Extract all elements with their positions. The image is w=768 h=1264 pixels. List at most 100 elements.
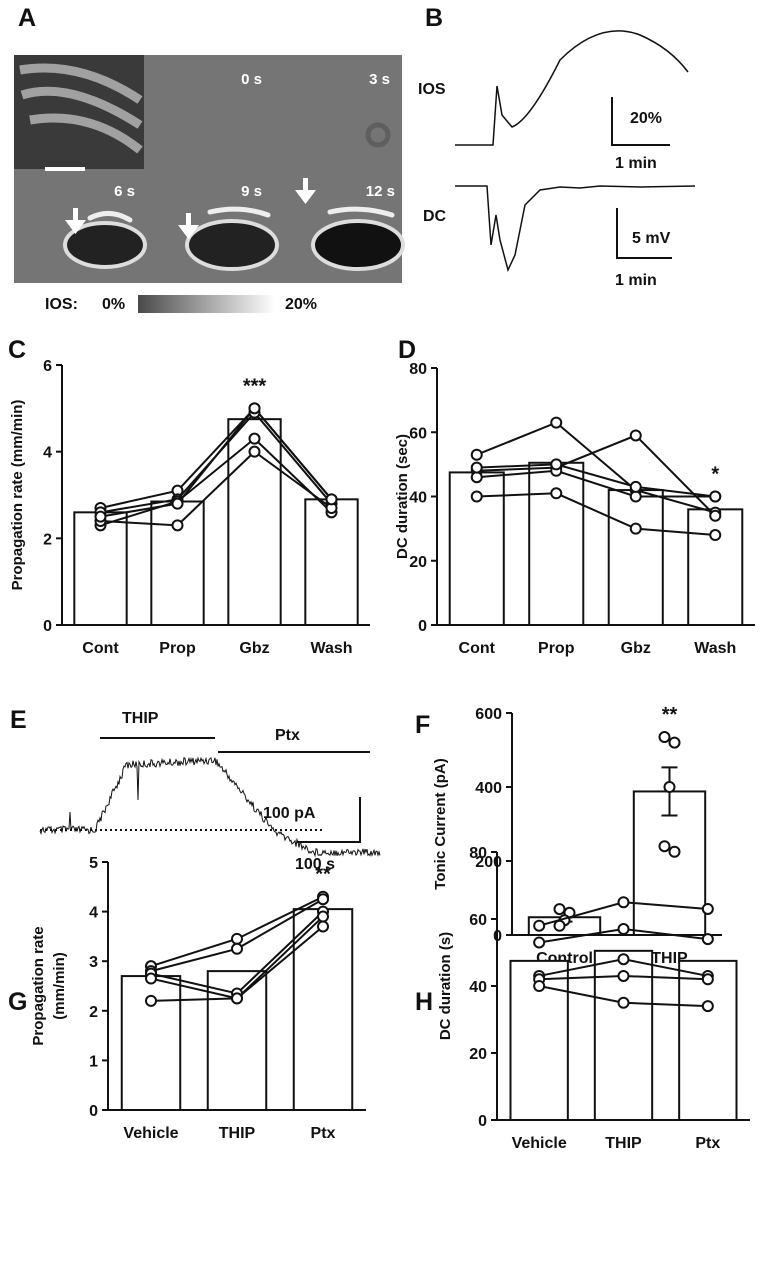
x-tick-label: THIP [219, 1125, 256, 1142]
y-tick-label: 5 [89, 855, 98, 872]
subject-point [248, 445, 261, 458]
subject-point [701, 902, 714, 915]
panel-label: G [8, 988, 27, 1016]
subject-line [476, 492, 716, 537]
subject-point [145, 972, 157, 985]
time-label: 6 s [114, 183, 135, 200]
x-tick-label: Vehicle [123, 1125, 178, 1142]
scale-text: 100 s [295, 856, 335, 873]
trace-label: DC [423, 208, 447, 225]
drug-label: THIP [122, 710, 159, 727]
x-tick-label: Gbz [239, 640, 269, 657]
subject-point [550, 416, 563, 429]
y-tick-label: 0 [478, 1113, 487, 1130]
y-tick-label: 60 [409, 425, 427, 442]
subject-point [629, 480, 642, 493]
y-tick-label: 400 [475, 780, 502, 797]
scale-text: 5 mV [632, 230, 671, 247]
y-axis-label: Propagation rate (mm/min) [9, 400, 26, 591]
y-tick-label: 2 [43, 531, 52, 548]
significance: * [711, 464, 719, 486]
x-tick-label: Prop [159, 640, 196, 657]
scale-bar [616, 208, 672, 259]
scale-max: 20% [285, 296, 317, 313]
y-axis-label: Tonic Current (pA) [432, 758, 449, 889]
subject-point [617, 969, 630, 982]
subject-point [629, 429, 642, 442]
data-point [668, 845, 681, 858]
bar [292, 908, 354, 1111]
subject-line [100, 406, 333, 518]
x-tick-label: Ptx [311, 1125, 336, 1142]
time-label: 9 s [241, 183, 262, 200]
subject-point [709, 529, 722, 542]
x-tick-label: Cont [82, 640, 119, 657]
subject-point [709, 490, 722, 503]
significance: *** [243, 375, 267, 397]
x-tick-label: Cont [459, 640, 496, 657]
subject-point [317, 910, 329, 923]
subject-point [701, 1000, 714, 1013]
subject-point [617, 923, 630, 936]
ios-trace [455, 30, 689, 146]
significance: ** [662, 704, 678, 726]
subject-point [171, 497, 184, 510]
scale-text: 100 pA [263, 805, 316, 822]
x-tick-label: Wash [310, 640, 352, 657]
x-tick-label: Gbz [621, 640, 651, 657]
y-tick-label: 20 [469, 1046, 487, 1063]
x-tick-label: Vehicle [512, 1135, 567, 1152]
y-tick-label: 80 [409, 361, 427, 378]
subject-point [470, 461, 483, 474]
subject-line [100, 411, 333, 514]
y-axis-label: DC duration (s) [437, 932, 454, 1040]
data-point [658, 731, 671, 744]
subject-line [476, 421, 716, 514]
scale-min: 0% [102, 296, 125, 313]
scale-bar [297, 797, 361, 843]
y-tick-label: 4 [89, 905, 98, 922]
y-tick-label: 200 [475, 854, 502, 871]
subject-point [317, 920, 329, 933]
dc-trace [455, 185, 696, 273]
subject-point [617, 996, 630, 1009]
subject-point [470, 490, 483, 503]
subject-point [617, 896, 630, 909]
y-tick-label: 6 [43, 358, 52, 375]
subject-line [476, 434, 716, 517]
data-point [553, 903, 566, 916]
subject-point [325, 493, 338, 506]
y-tick-label: 600 [475, 706, 502, 723]
y-tick-label: 40 [469, 979, 487, 996]
y-tick-label: 4 [43, 445, 52, 462]
scale-text: 1 min [615, 155, 657, 172]
subject-point [470, 448, 483, 461]
y-tick-label: 0 [89, 1103, 98, 1120]
y-axis-label: (mm/min) [51, 952, 68, 1020]
y-tick-label: 0 [43, 618, 52, 635]
bar [607, 489, 664, 627]
y-tick-label: 3 [89, 954, 98, 971]
scale-label: IOS: [45, 296, 78, 313]
panel-label: E [10, 706, 27, 734]
bar [687, 508, 744, 627]
time-label: 12 s [366, 183, 395, 200]
panel-label: C [8, 336, 26, 364]
subject-point [533, 936, 546, 949]
panel-a: A 0 s 3 s 6 s 9 s 12 s IOS: 0% 20% [14, 4, 405, 313]
y-tick-label: 80 [469, 845, 487, 862]
panel-e: E THIP Ptx 100 pA 100 s [10, 706, 381, 873]
subject-point [231, 942, 243, 955]
subject-point [533, 919, 546, 932]
x-tick-label: Prop [538, 640, 575, 657]
panel-label: B [425, 4, 443, 32]
subject-line [100, 437, 333, 527]
subject-point [248, 432, 261, 445]
y-tick-label: 40 [409, 490, 427, 507]
subject-point [231, 932, 243, 945]
y-tick-label: 0 [418, 618, 427, 635]
x-tick-label: Wash [694, 640, 736, 657]
y-axis-label: DC duration (sec) [394, 434, 411, 559]
subject-point [709, 509, 722, 522]
